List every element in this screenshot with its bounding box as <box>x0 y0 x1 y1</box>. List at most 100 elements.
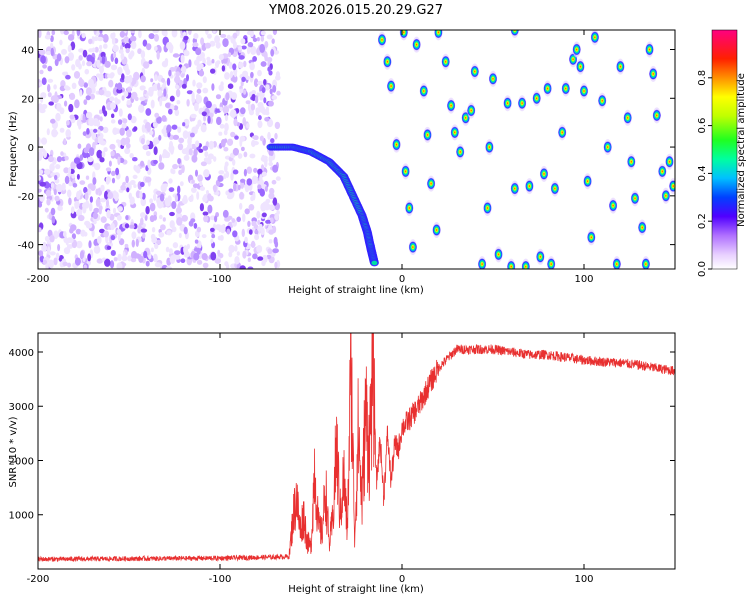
noise-speckle <box>222 105 230 114</box>
noise-speckle <box>143 89 147 95</box>
noise-speckle <box>82 131 87 137</box>
spectrogram-ytick-label: -20 <box>18 192 34 203</box>
noise-speckle <box>163 88 167 97</box>
noise-speckle <box>219 224 226 234</box>
noise-speckle <box>213 184 217 193</box>
noise-speckle <box>125 215 129 221</box>
noise-speckle <box>174 254 181 260</box>
noise-speckle <box>140 212 146 218</box>
noise-speckle <box>162 149 167 156</box>
noise-speckle <box>152 30 159 34</box>
noise-speckle <box>169 255 176 264</box>
noise-speckle <box>120 137 127 146</box>
noise-speckle <box>112 207 117 214</box>
noise-speckle <box>39 69 44 75</box>
noise-speckle <box>105 199 110 208</box>
noise-speckle <box>78 63 82 70</box>
aliased-blob <box>590 31 600 44</box>
noise-speckle <box>272 85 277 93</box>
noise-speckle <box>38 188 42 193</box>
noise-speckle <box>207 115 211 124</box>
noise-speckle <box>199 203 204 212</box>
noise-speckle <box>181 164 185 174</box>
aliased-blob <box>572 43 581 56</box>
noise-speckle <box>116 262 123 269</box>
noise-speckle <box>141 192 146 200</box>
noise-speckle <box>252 141 259 146</box>
noise-speckle <box>130 41 137 50</box>
noise-speckle <box>47 92 52 98</box>
snr-xtick-label: 100 <box>574 574 593 585</box>
noise-speckle <box>272 164 279 173</box>
noise-speckle <box>56 183 63 193</box>
aliased-blob <box>649 67 658 80</box>
noise-speckle <box>276 90 281 96</box>
noise-speckle <box>259 43 266 53</box>
noise-speckle <box>249 153 256 159</box>
noise-speckle <box>156 50 160 60</box>
noise-speckle <box>196 191 200 200</box>
noise-speckle <box>138 104 145 113</box>
noise-speckle <box>161 77 165 83</box>
noise-speckle <box>232 32 238 39</box>
noise-speckle <box>246 178 253 186</box>
noise-speckle <box>99 157 105 163</box>
noise-speckle <box>126 99 131 106</box>
noise-speckle <box>150 99 155 109</box>
noise-speckle <box>148 59 153 65</box>
colorbar-tick-label: 0.8 <box>697 70 708 86</box>
aliased-blob <box>638 221 647 234</box>
noise-speckle <box>149 202 156 212</box>
aliased-blob <box>488 72 498 85</box>
noise-speckle <box>169 220 175 229</box>
noise-speckle <box>109 143 116 150</box>
noise-speckle <box>234 245 238 252</box>
noise-speckle <box>194 239 199 244</box>
noise-speckle <box>170 146 174 155</box>
noise-speckle <box>38 169 44 175</box>
noise-speckle <box>242 250 247 259</box>
noise-speckle <box>78 189 82 196</box>
noise-speckle <box>117 66 123 76</box>
aliased-blob <box>461 111 470 124</box>
noise-speckle <box>99 65 104 74</box>
noise-speckle <box>67 167 72 175</box>
snr-ylabel: SNR (10 * v/v) <box>8 416 19 487</box>
noise-speckle <box>166 230 172 236</box>
noise-speckle <box>99 109 103 115</box>
noise-speckle <box>101 55 105 65</box>
noise-speckle <box>49 251 56 256</box>
noise-speckle <box>169 95 175 102</box>
noise-speckle <box>174 75 181 84</box>
noise-speckle <box>245 75 250 80</box>
noise-speckle <box>78 48 84 53</box>
noise-speckle <box>116 215 122 221</box>
noise-speckle <box>193 222 198 229</box>
noise-speckle <box>230 131 236 138</box>
aliased-blob <box>641 258 651 269</box>
noise-speckle <box>239 265 246 269</box>
noise-speckle <box>261 109 268 115</box>
noise-speckle <box>109 213 115 221</box>
noise-speckle <box>261 212 267 218</box>
noise-speckle <box>168 108 173 115</box>
noise-speckle <box>118 108 123 117</box>
noise-speckle <box>124 243 129 248</box>
aliased-blob <box>525 180 534 193</box>
noise-speckle <box>72 183 78 188</box>
noise-speckle <box>207 33 212 39</box>
noise-speckle <box>46 198 51 206</box>
noise-speckle <box>80 229 86 237</box>
aliased-blob <box>408 241 418 254</box>
noise-speckle <box>226 194 234 200</box>
noise-speckle <box>111 113 115 119</box>
noise-speckle <box>77 214 85 222</box>
noise-speckle <box>73 71 81 79</box>
noise-speckle <box>40 137 48 145</box>
noise-speckle <box>40 96 44 103</box>
noise-speckle <box>192 79 196 87</box>
noise-speckle <box>172 163 179 170</box>
noise-speckle <box>161 84 165 91</box>
noise-speckle <box>264 41 269 48</box>
noise-speckle <box>158 203 164 208</box>
